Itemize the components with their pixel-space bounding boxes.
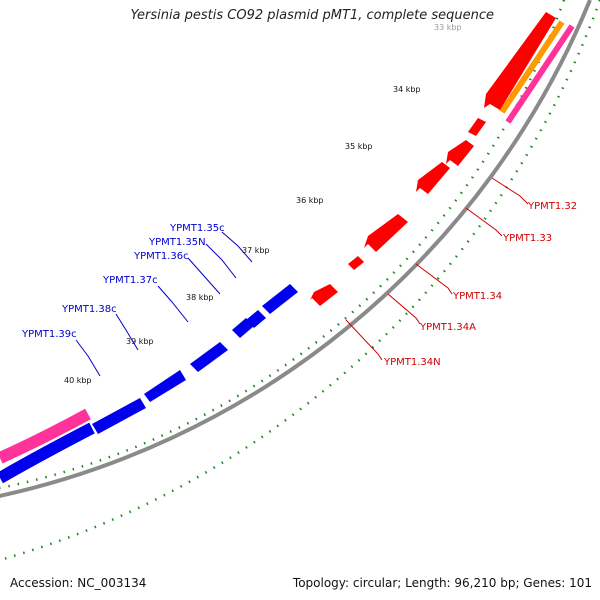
gene-arrow-ypmt1-34n-b bbox=[310, 284, 338, 306]
tick-label-37kbp: 37 kbp bbox=[242, 246, 270, 255]
gene-arrow-ypmt1-34n-a bbox=[348, 256, 364, 270]
plasmid-backbone bbox=[0, 0, 592, 498]
outer-tick-ring bbox=[0, 0, 566, 490]
gene-label-ypmt1-37c[interactable]: YPMT1.37c bbox=[102, 275, 158, 286]
gene-label-ypmt1-36c[interactable]: YPMT1.36c bbox=[133, 251, 189, 262]
reverse-strand-genes bbox=[0, 284, 298, 484]
gene-label-ypmt1-35c[interactable]: YPMT1.35c bbox=[169, 223, 225, 234]
connector-ypmt1-38c bbox=[115, 313, 139, 351]
gene-arrow-ypmt1-34 bbox=[416, 162, 450, 194]
connector-ypmt1-34a bbox=[387, 293, 421, 325]
gene-arrow-ypmt1-37c bbox=[190, 342, 228, 372]
connector-ypmt1-32 bbox=[491, 177, 529, 205]
gene-label-ypmt1-34a[interactable]: YPMT1.34A bbox=[419, 322, 476, 333]
tick-label-34kbp: 34 kbp bbox=[393, 85, 421, 94]
gene-arrow-ypmt1-31 bbox=[484, 12, 556, 110]
connector-ypmt1-37c bbox=[157, 285, 189, 323]
outer-feature-bars bbox=[0, 20, 575, 464]
reverse-gene-labels: YPMT1.35c YPMT1.35N YPMT1.36c YPMT1.37c … bbox=[21, 223, 225, 340]
gene-arrow-ypmt1-36c bbox=[232, 318, 254, 338]
forward-strand-genes bbox=[310, 12, 556, 306]
pink-feature-upper bbox=[505, 24, 575, 124]
connector-ypmt1-35n bbox=[205, 243, 237, 279]
orange-feature-upper bbox=[499, 20, 565, 114]
gene-arrow-ypmt1-34a bbox=[364, 214, 408, 252]
tick-label-38kbp: 38 kbp bbox=[186, 293, 214, 302]
gene-arrow-ypmt1-35c bbox=[262, 284, 298, 314]
connector-ypmt1-36c bbox=[187, 257, 221, 295]
tick-label-33kbp: 33 kbp bbox=[434, 23, 462, 32]
kbp-scale-labels: 33 kbp 34 kbp 35 kbp 36 kbp 37 kbp 38 kb… bbox=[64, 23, 462, 385]
gene-arrow-ypmt1-39c bbox=[92, 398, 146, 434]
tick-label-39kbp: 39 kbp bbox=[126, 337, 154, 346]
topology-summary: Topology: circular; Length: 96,210 bp; G… bbox=[292, 576, 592, 590]
gene-label-ypmt1-38c[interactable]: YPMT1.38c bbox=[61, 304, 117, 315]
gene-arrow-ypmt1-33 bbox=[446, 140, 474, 166]
gene-label-ypmt1-34[interactable]: YPMT1.34 bbox=[452, 291, 502, 302]
reverse-label-connectors bbox=[75, 231, 253, 377]
accession-label: Accession: NC_003134 bbox=[10, 576, 147, 590]
forward-gene-labels: YPMT1.32 YPMT1.33 YPMT1.34 YPMT1.34A YPM… bbox=[383, 201, 577, 368]
gene-label-ypmt1-35n[interactable]: YPMT1.35N bbox=[148, 237, 206, 248]
gene-arrow-ypmt1-32 bbox=[468, 118, 486, 136]
tick-label-40kbp: 40 kbp bbox=[64, 376, 92, 385]
connector-ypmt1-39c bbox=[75, 339, 101, 377]
tick-label-36kbp: 36 kbp bbox=[296, 196, 324, 205]
connector-ypmt1-34 bbox=[415, 263, 453, 295]
connector-ypmt1-35c bbox=[221, 231, 253, 263]
gene-label-ypmt1-33[interactable]: YPMT1.33 bbox=[502, 233, 552, 244]
gene-arrow-ypmt1-40c bbox=[0, 422, 95, 484]
map-title: Yersinia pestis CO92 plasmid pMT1, compl… bbox=[130, 8, 494, 23]
pink-feature-lower bbox=[0, 408, 91, 464]
connector-ypmt1-34n bbox=[345, 319, 383, 361]
forward-label-connectors bbox=[345, 177, 529, 361]
tick-label-35kbp: 35 kbp bbox=[345, 142, 373, 151]
gene-label-ypmt1-34n[interactable]: YPMT1.34N bbox=[383, 357, 441, 368]
gene-label-ypmt1-39c[interactable]: YPMT1.39c bbox=[21, 329, 77, 340]
gene-arrow-ypmt1-38c bbox=[144, 370, 186, 402]
connector-ypmt1-33 bbox=[465, 207, 503, 237]
gene-label-ypmt1-32[interactable]: YPMT1.32 bbox=[527, 201, 577, 212]
